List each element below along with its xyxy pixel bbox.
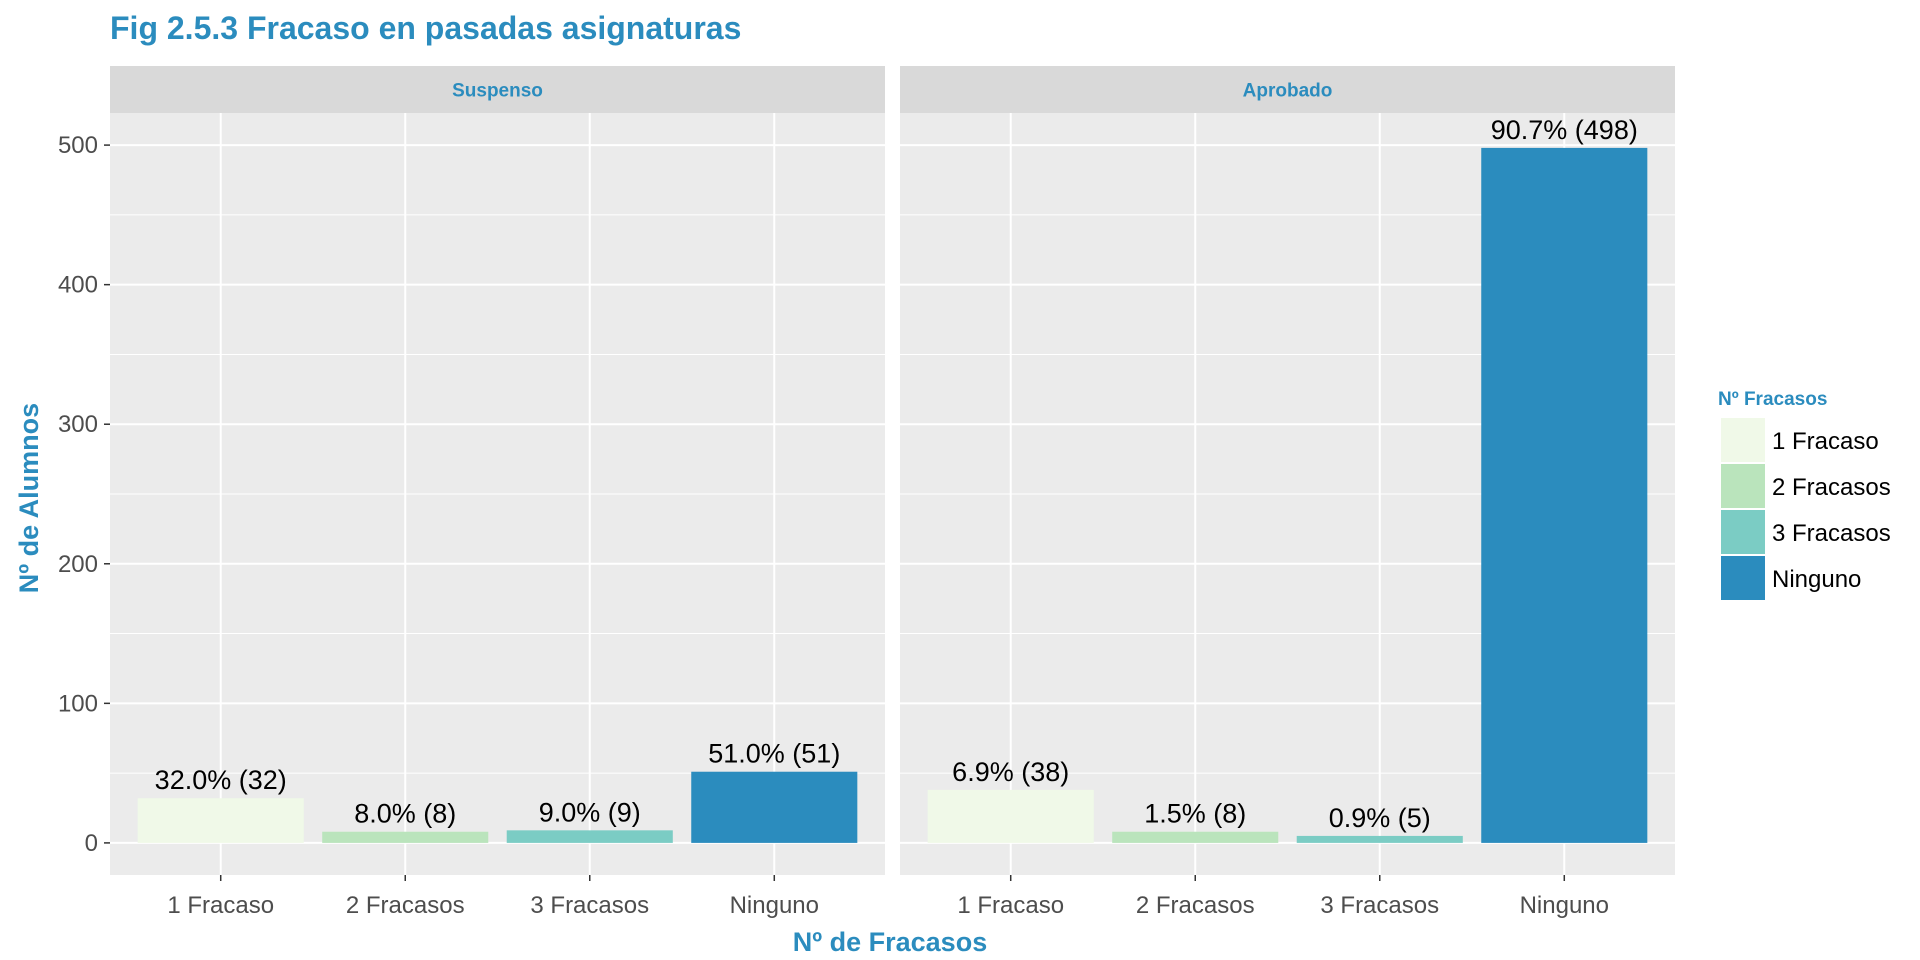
legend-item: 2 Fracasos: [1721, 464, 1891, 508]
legend-label: 2 Fracasos: [1772, 474, 1891, 501]
y-tick-label: 500: [58, 132, 98, 159]
bar-1-fracaso: [927, 789, 1094, 843]
bar-data-label: 0.9% (5): [1329, 803, 1431, 833]
legend-item: 1 Fracaso: [1721, 418, 1879, 462]
bar-3-fracasos: [506, 830, 673, 843]
legend-label: Ninguno: [1772, 566, 1861, 593]
y-tick-label: 200: [58, 551, 98, 578]
y-tick-label: 400: [58, 272, 98, 299]
bar-data-label: 6.9% (38): [952, 757, 1069, 787]
bar-3-fracasos: [1296, 835, 1463, 843]
panel-aprobado: Aprobado 6.9% (38) 1 Fracaso 1.5% (8) 2 Frac…: [900, 66, 1675, 919]
bar-2-fracasos: [322, 831, 489, 843]
x-tick-label: 2 Fracasos: [346, 892, 465, 919]
y-axis-title: Nº de Alumnos: [14, 403, 44, 593]
bar-data-label: 32.0% (32): [155, 765, 287, 795]
facet-strip: [110, 66, 885, 113]
x-tick-label: 2 Fracasos: [1136, 892, 1255, 919]
legend-swatch: [1721, 418, 1765, 462]
chart-panels: Suspenso 32.0% (32) 1 Fracaso 8.0% (8) 2 Fra…: [110, 66, 1675, 919]
legend-item: Ninguno: [1721, 556, 1861, 600]
bar-data-label: 90.7% (498): [1491, 115, 1638, 145]
facet-strip-label: Suspenso: [452, 81, 543, 102]
x-axis-title: Nº de Fracasos: [793, 927, 987, 957]
legend-label: 3 Fracasos: [1772, 520, 1891, 547]
chart-title: Fig 2.5.3 Fracaso en pasadas asignaturas: [110, 10, 741, 46]
bar-2-fracasos: [1112, 831, 1279, 843]
legend: Nº Fracasos 1 Fracaso 2 Fracasos 3 Fracaso…: [1718, 389, 1891, 600]
legend-item: 3 Fracasos: [1721, 510, 1891, 554]
facet-strip: [900, 66, 1675, 113]
legend-swatch: [1721, 556, 1765, 600]
x-tick-label: 3 Fracasos: [530, 892, 649, 919]
legend-swatch: [1721, 510, 1765, 554]
panel-suspenso: Suspenso 32.0% (32) 1 Fracaso 8.0% (8) 2 Fra…: [110, 66, 885, 919]
x-tick-label: 3 Fracasos: [1320, 892, 1439, 919]
x-tick-label: Ninguno: [730, 892, 819, 919]
bar-ninguno: [1481, 147, 1648, 843]
y-tick-label: 300: [58, 411, 98, 438]
y-tick-label: 0: [85, 830, 98, 857]
bar-1-fracaso: [137, 798, 304, 843]
legend-label: 1 Fracaso: [1772, 428, 1879, 455]
bar-data-label: 8.0% (8): [354, 799, 456, 829]
y-tick-label: 100: [58, 690, 98, 717]
y-axis: 0 100 200 300 400 500: [58, 132, 110, 857]
x-tick-label: 1 Fracaso: [957, 892, 1064, 919]
legend-items: 1 Fracaso 2 Fracasos 3 Fracasos Ninguno: [1721, 418, 1891, 600]
x-tick-label: 1 Fracaso: [167, 892, 274, 919]
x-tick-label: Ninguno: [1520, 892, 1609, 919]
bar-ninguno: [691, 771, 858, 843]
facet-strip-label: Aprobado: [1243, 81, 1333, 102]
legend-title: Nº Fracasos: [1718, 389, 1827, 410]
bar-data-label: 9.0% (9): [539, 797, 641, 827]
bar-data-label: 1.5% (8): [1144, 799, 1246, 829]
bar-data-label: 51.0% (51): [708, 739, 840, 769]
legend-swatch: [1721, 464, 1765, 508]
